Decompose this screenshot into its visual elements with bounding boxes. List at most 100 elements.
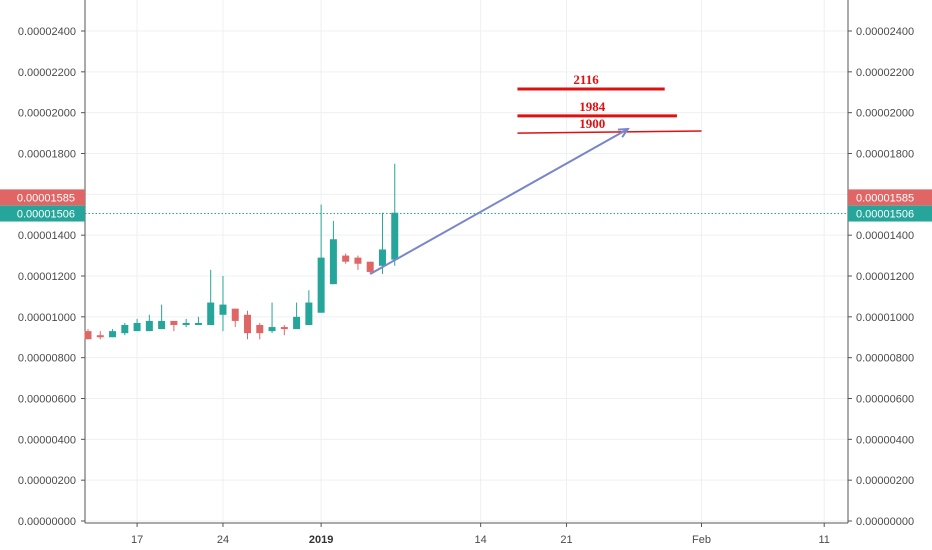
- projection-arrow-shaft: [369, 128, 629, 275]
- candle-body: [145, 320, 153, 332]
- target-level-label: 1900: [579, 116, 605, 131]
- candle-body: [244, 314, 252, 334]
- y-tick-label-left: 0.00000200: [18, 475, 76, 487]
- y-tick-label-right: 0.00002200: [856, 67, 914, 79]
- y-tick-label-left: 0.00001800: [18, 149, 76, 161]
- y-tick-label-left: 0.00000600: [18, 394, 76, 406]
- candle[interactable]: [354, 255, 362, 270]
- y-tick-label-right: 0.00000800: [856, 353, 914, 365]
- candle-body: [366, 261, 374, 272]
- candle-body: [280, 327, 288, 330]
- candle[interactable]: [391, 163, 399, 266]
- price-tags: 0.00001585 0.00001585 0.00001506 0.00001506: [0, 189, 932, 222]
- price-tag-left: [0, 189, 85, 206]
- candle[interactable]: [342, 253, 350, 264]
- candlestick-series[interactable]: [84, 163, 399, 340]
- candle-body: [219, 304, 227, 315]
- y-tick-label-right: 0.00001400: [856, 230, 914, 242]
- candle[interactable]: [317, 204, 325, 313]
- candle-body: [256, 325, 264, 334]
- candle[interactable]: [256, 322, 264, 340]
- y-tick-label-left: 0.00001400: [18, 230, 76, 242]
- candle[interactable]: [293, 302, 301, 330]
- y-tick-label-right: 0.00001800: [856, 149, 914, 161]
- projection-arrow-head: [617, 127, 630, 138]
- x-tick-label: 17: [131, 534, 143, 546]
- y-tick-label-right: 0.00000600: [856, 394, 914, 406]
- y-tick-label-left: 0.00001000: [18, 312, 76, 324]
- candle[interactable]: [280, 325, 288, 336]
- y-tick-label-right: 0.00002000: [856, 108, 914, 120]
- target-level-label: 2116: [573, 72, 599, 87]
- y-tick-label-right: 0.00000400: [856, 434, 914, 446]
- candle-body: [182, 322, 190, 325]
- y-tick-label-right: 0.00000200: [856, 475, 914, 487]
- candle-body: [329, 239, 337, 285]
- candle[interactable]: [133, 318, 141, 332]
- y-tick-label-left: 0.00000000: [18, 516, 76, 528]
- candle[interactable]: [158, 304, 166, 330]
- candle[interactable]: [121, 322, 129, 336]
- candle-body: [207, 302, 215, 325]
- candle[interactable]: [366, 261, 374, 274]
- candle[interactable]: [244, 310, 252, 340]
- candle[interactable]: [378, 212, 386, 274]
- y-tick-label-left: 0.00000800: [18, 353, 76, 365]
- x-tick-label: 24: [217, 534, 229, 546]
- price-tag-right-label: 0.00001585: [856, 192, 914, 204]
- target-level-label: 1984: [579, 99, 606, 114]
- candle[interactable]: [194, 316, 202, 325]
- candle-body: [354, 257, 362, 264]
- candle[interactable]: [305, 290, 313, 325]
- x-tick-label: 2019: [309, 534, 333, 546]
- candle-body: [96, 335, 104, 338]
- price-tag-right: [848, 205, 932, 222]
- axes: [81, 0, 852, 527]
- target-level-line: [517, 130, 702, 134]
- candle[interactable]: [170, 320, 178, 332]
- x-tick-label: 14: [475, 534, 487, 546]
- y-tick-label-left: 0.00000400: [18, 434, 76, 446]
- x-tick-label: 11: [818, 534, 829, 546]
- candle[interactable]: [329, 220, 337, 285]
- candle-body: [305, 302, 313, 325]
- price-tag-left: [0, 205, 85, 222]
- candle-body: [378, 249, 386, 266]
- candle[interactable]: [207, 269, 215, 325]
- candle-body: [194, 322, 202, 325]
- candle[interactable]: [96, 331, 104, 340]
- candle[interactable]: [182, 318, 190, 328]
- candle[interactable]: [145, 314, 153, 332]
- y-tick-label-right: 0.00000000: [856, 516, 914, 528]
- candle-body: [84, 331, 92, 340]
- candle-body: [158, 320, 166, 330]
- x-tick-label: Feb: [692, 534, 711, 546]
- candle[interactable]: [84, 329, 92, 340]
- candle-body: [293, 316, 301, 330]
- candle[interactable]: [268, 302, 276, 334]
- candle-body: [133, 322, 141, 332]
- x-tick-label: 21: [560, 534, 572, 546]
- price-tag-right: [848, 189, 932, 206]
- price-tag-right-label: 0.00001506: [856, 209, 914, 221]
- y-tick-label-left: 0.00002400: [18, 26, 76, 38]
- candle-body: [342, 255, 350, 262]
- candle[interactable]: [219, 276, 227, 332]
- price-tag-left-label: 0.00001506: [17, 209, 75, 221]
- y-tick-label-right: 0.00002400: [856, 26, 914, 38]
- y-tick-label-right: 0.00001200: [856, 271, 914, 283]
- projection-arrow: [369, 127, 630, 275]
- x-axis-labels: 17 24 2019 14 21 Feb 11: [131, 534, 830, 546]
- y-tick-label-right: 0.00001000: [856, 312, 914, 324]
- candle-body: [109, 331, 117, 338]
- candle-body: [170, 320, 178, 325]
- price-tag-left-label: 0.00001585: [17, 192, 75, 204]
- candle-body: [268, 327, 276, 332]
- y-tick-label-left: 0.00001200: [18, 271, 76, 283]
- candle[interactable]: [109, 329, 117, 338]
- candle[interactable]: [231, 308, 239, 328]
- candle-body: [231, 308, 239, 321]
- y-tick-label-left: 0.00002200: [18, 67, 76, 79]
